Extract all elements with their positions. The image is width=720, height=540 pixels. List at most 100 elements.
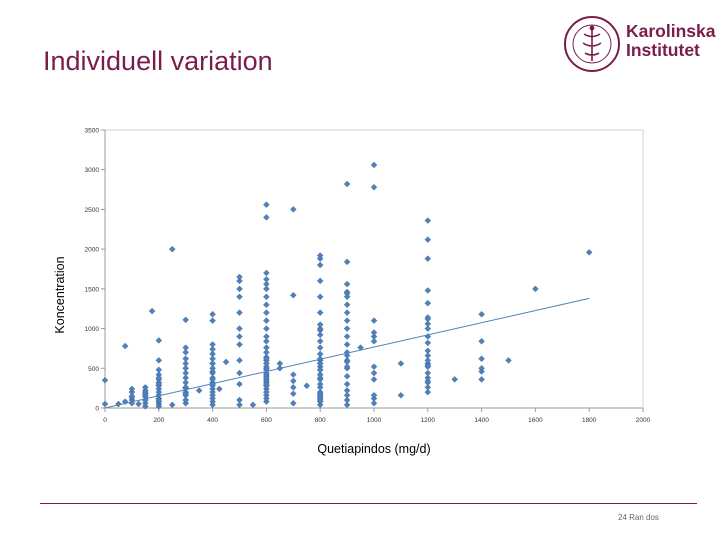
data-point <box>182 396 189 404</box>
data-point <box>478 310 485 318</box>
data-point <box>397 392 405 399</box>
data-point <box>478 365 485 372</box>
data-point <box>316 355 324 363</box>
logo-text: Karolinska Institutet <box>626 22 715 60</box>
data-point <box>263 325 270 332</box>
data-point <box>478 337 485 345</box>
y-tick-label: 0 <box>95 406 99 413</box>
x-tick-label: 1400 <box>474 417 489 424</box>
data-point <box>290 377 297 385</box>
data-point <box>424 236 432 243</box>
data-point <box>182 369 189 377</box>
x-tick-label: 1200 <box>421 417 436 424</box>
data-point <box>343 380 351 388</box>
y-tick-label: 3000 <box>85 167 100 174</box>
data-point <box>370 317 378 324</box>
data-point <box>370 161 378 169</box>
data-point <box>316 366 324 374</box>
data-point <box>263 293 270 301</box>
data-point <box>370 333 378 340</box>
data-point <box>424 363 432 370</box>
trend-line <box>104 297 590 409</box>
data-point <box>155 357 163 364</box>
y-tick-label: 2500 <box>85 207 100 214</box>
data-point <box>263 301 270 309</box>
y-axis-label: Koncentration <box>53 256 67 333</box>
data-point <box>182 374 189 382</box>
data-point <box>343 317 351 324</box>
data-point <box>451 376 458 383</box>
x-tick-label: 1600 <box>528 417 543 424</box>
y-tick-label: 500 <box>88 366 99 373</box>
data-point <box>316 325 324 332</box>
data-point <box>182 355 189 363</box>
data-point <box>236 380 243 388</box>
y-tick-label: 3500 <box>85 128 100 135</box>
data-point <box>236 357 243 364</box>
data-point <box>209 350 216 358</box>
data-point <box>424 388 432 396</box>
data-point <box>263 355 270 363</box>
data-point <box>343 358 351 366</box>
data-point <box>135 400 142 408</box>
data-point <box>370 399 378 407</box>
data-point <box>236 309 243 316</box>
footer-divider <box>40 503 697 504</box>
data-point <box>182 316 189 324</box>
data-point <box>263 317 270 324</box>
data-point <box>182 384 189 391</box>
data-point <box>316 344 324 351</box>
data-point <box>424 369 432 377</box>
data-point <box>370 329 378 336</box>
data-point <box>209 376 216 383</box>
data-point <box>316 380 324 388</box>
data-point <box>209 360 216 367</box>
data-point <box>343 333 351 340</box>
data-point <box>290 371 297 378</box>
data-point <box>585 249 593 256</box>
data-point <box>424 377 432 385</box>
data-point <box>424 217 432 224</box>
data-point <box>182 349 189 356</box>
data-point <box>121 342 129 350</box>
x-tick-label: 2000 <box>636 417 651 424</box>
data-point <box>128 385 136 393</box>
data-point <box>263 349 270 356</box>
data-point <box>290 206 297 213</box>
x-axis-label: Quetiapindos (mg/d) <box>317 442 430 456</box>
data-point <box>424 325 432 332</box>
data-point <box>343 363 351 370</box>
data-point <box>121 398 129 405</box>
data-point <box>155 396 163 404</box>
data-point <box>263 201 270 208</box>
data-point <box>249 401 257 409</box>
data-point <box>370 376 378 383</box>
data-point <box>424 299 432 307</box>
data-point <box>155 380 163 388</box>
x-tick-label: 400 <box>207 417 218 424</box>
data-point <box>424 320 432 328</box>
x-tick-label: 1000 <box>367 417 382 424</box>
data-point <box>370 183 378 191</box>
data-point <box>303 382 311 390</box>
data-point <box>343 301 351 309</box>
data-point <box>236 369 243 377</box>
x-tick-label: 1800 <box>582 417 597 424</box>
data-point <box>236 293 243 301</box>
data-point <box>195 387 203 394</box>
data-point <box>316 390 324 397</box>
data-point <box>290 399 297 407</box>
data-point <box>222 358 230 366</box>
data-point <box>424 352 432 359</box>
data-point <box>424 339 432 347</box>
data-point <box>182 344 189 351</box>
data-point <box>209 310 216 318</box>
data-point <box>263 280 270 288</box>
data-point <box>370 392 378 399</box>
data-point <box>316 293 324 301</box>
data-point <box>424 314 432 321</box>
data-point <box>370 337 378 345</box>
data-point <box>397 360 405 367</box>
data-point <box>316 360 324 367</box>
x-tick-label: 800 <box>315 417 326 424</box>
